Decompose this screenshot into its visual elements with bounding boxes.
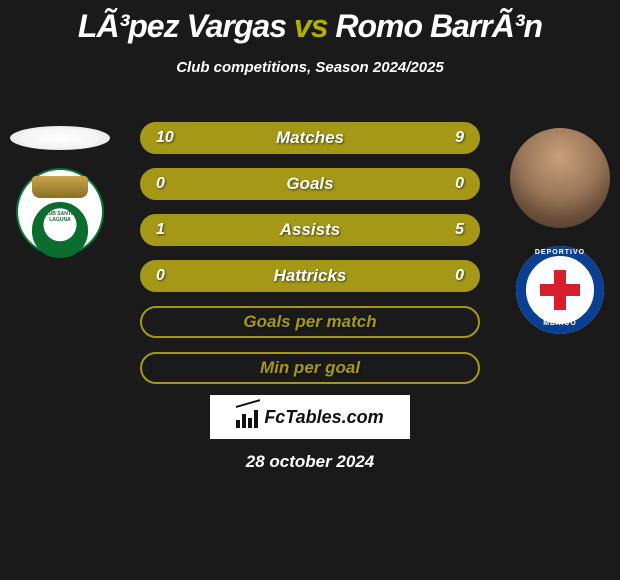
stat-bar: Min per goal: [140, 352, 480, 384]
stat-bar: Goals per match: [140, 306, 480, 338]
stat-label: Min per goal: [142, 358, 478, 378]
comparison-title: LÃ³pez Vargas vs Romo BarrÃ³n: [0, 0, 620, 45]
left-column: [10, 126, 110, 256]
player1-name: LÃ³pez Vargas: [78, 8, 286, 44]
vs-text: vs: [294, 8, 328, 44]
stat-label: Goals: [142, 174, 478, 194]
stat-label: Goals per match: [142, 312, 478, 332]
stats-bars: 10Matches9 0Goals0 1Assists5 0Hattricks0 Goa…: [140, 122, 480, 398]
stat-bar: 0Goals0: [140, 168, 480, 200]
date-text: 28 october 2024: [0, 452, 620, 472]
subtitle: Club competitions, Season 2024/2025: [0, 59, 620, 76]
player1-avatar: [10, 126, 110, 150]
stat-label: Assists: [142, 220, 478, 240]
brand-text: FcTables.com: [264, 407, 383, 428]
player1-club-logo: [16, 168, 104, 256]
stat-bar: 10Matches9: [140, 122, 480, 154]
fctables-brand: FcTables.com: [210, 395, 410, 439]
cruz-ring-text-bottom: MEXICO: [516, 246, 604, 334]
stat-bar: 0Hattricks0: [140, 260, 480, 292]
stat-bar: 1Assists5: [140, 214, 480, 246]
stat-label: Matches: [142, 128, 478, 148]
bar-chart-icon: [236, 406, 258, 428]
stat-label: Hattricks: [142, 266, 478, 286]
player2-name: Romo BarrÃ³n: [335, 8, 542, 44]
right-column: DEPORTIVO MEXICO: [510, 128, 610, 334]
player2-club-logo: DEPORTIVO MEXICO: [516, 246, 604, 334]
player2-avatar: [510, 128, 610, 228]
